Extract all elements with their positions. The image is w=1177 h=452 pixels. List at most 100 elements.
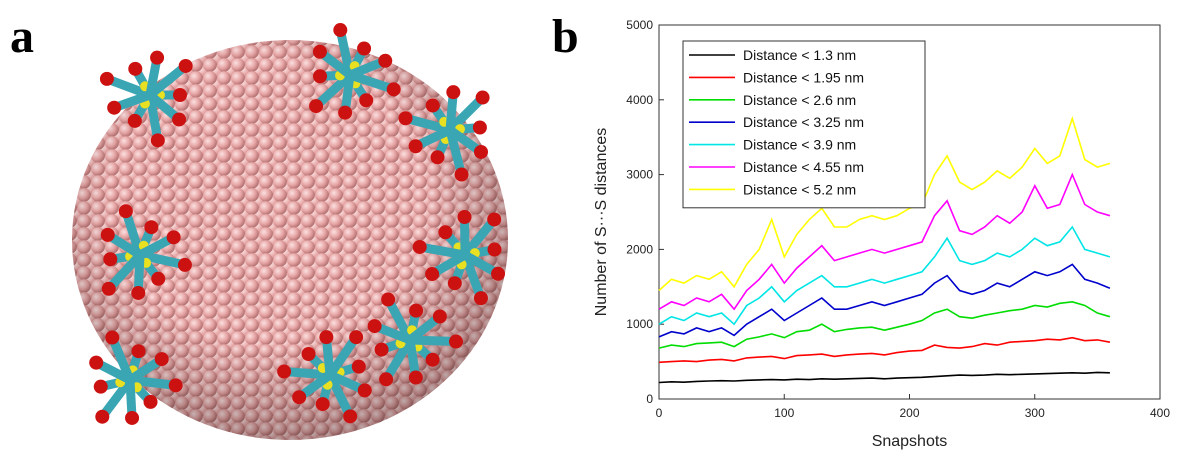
y-tick-label: 2000 [626, 242, 653, 256]
x-tick-label: 300 [1025, 406, 1045, 420]
ligand-tip [127, 113, 142, 128]
panel-label: b [552, 10, 579, 63]
ligand-tip [487, 212, 502, 227]
y-axis-label: Number of S···S distances [593, 128, 610, 317]
ligand [311, 70, 355, 111]
series-line [658, 300, 1111, 349]
ligand [445, 93, 488, 135]
ligand [335, 25, 355, 80]
ligand-tip [425, 352, 440, 367]
ligand-tip [408, 139, 423, 154]
ligand-tip [118, 204, 133, 219]
legend-label: Distance < 2.6 nm [743, 92, 856, 108]
ligand [405, 335, 461, 347]
ligand-tip [448, 334, 463, 349]
ligand-tip [357, 41, 372, 56]
ligand-tip [313, 69, 328, 84]
ligand-tip [95, 409, 110, 424]
ligand [325, 370, 355, 421]
legend-box [682, 40, 926, 209]
ligand-tip [409, 303, 424, 318]
ligand-tip [292, 390, 307, 405]
ligand-tip [319, 330, 334, 345]
legend-label: Distance < 5.2 nm [743, 181, 856, 197]
ligand-tip [432, 309, 447, 324]
ligand-tip [172, 112, 187, 127]
ligand-tip [454, 167, 469, 182]
x-axis-label: Snapshots [872, 433, 948, 450]
ligand-tip [386, 82, 401, 97]
panel-label: a [10, 10, 34, 63]
x-tick-label: 0 [656, 406, 663, 420]
ligand-tip [144, 220, 159, 235]
series-line [658, 263, 1111, 338]
ligand-tip [301, 347, 316, 362]
ligand-tip [349, 330, 364, 345]
ligand [121, 206, 145, 260]
series-line [658, 115, 1111, 292]
ligand-tip [131, 344, 146, 359]
ligand [445, 125, 467, 180]
y-tick-label: 1000 [626, 317, 653, 331]
ligand-tip [315, 397, 330, 412]
ligand-tip [128, 61, 143, 76]
legend-label: Distance < 4.55 nm [743, 159, 864, 175]
ligand [107, 333, 135, 385]
ligand [104, 250, 145, 294]
ligand-tip [398, 111, 413, 126]
ligand-tip [381, 292, 396, 307]
ligand-tip [173, 88, 187, 102]
ligand-tip [100, 227, 115, 242]
series-line [658, 225, 1111, 326]
ligand [415, 242, 470, 260]
ligand-tip [425, 267, 440, 282]
x-tick-label: 200 [899, 406, 919, 420]
ligand-tip [338, 105, 353, 120]
ligand-tip [430, 150, 445, 165]
ligand-tip [101, 281, 116, 296]
ligand-tip [131, 285, 146, 300]
y-tick-label: 3000 [626, 168, 653, 182]
ligand-tip [487, 242, 502, 257]
ligand-tip [408, 370, 423, 385]
ligand-tip [166, 230, 181, 245]
nanoparticle-image [72, 23, 508, 440]
ligand-tip [367, 319, 382, 334]
ligand-tip [473, 144, 488, 159]
ligand-tip [312, 44, 327, 59]
ligand [279, 367, 335, 380]
legend-label: Distance < 1.3 nm [743, 47, 856, 63]
ligand-tip [143, 394, 158, 409]
ligand [325, 332, 361, 380]
ligand-tip [177, 257, 192, 272]
ligand-tip [168, 378, 183, 393]
legend-label: Distance < 3.25 nm [743, 114, 864, 130]
ligand-tip [351, 359, 366, 374]
legend-label: Distance < 3.9 nm [743, 137, 856, 153]
ligand-tip [378, 53, 393, 68]
ligand-tip [151, 271, 166, 286]
ligand [145, 90, 163, 145]
ligand-tip [105, 330, 120, 345]
ligand [460, 214, 499, 260]
series-line [658, 336, 1111, 364]
y-tick-label: 0 [646, 392, 653, 406]
ligand-tip [473, 291, 488, 306]
ligand-tip [154, 352, 169, 367]
x-tick-label: 400 [1150, 406, 1170, 420]
ligand [460, 250, 486, 303]
ligand-tip [125, 410, 140, 425]
ligand-tip [333, 23, 348, 38]
ligand [145, 61, 191, 100]
ligand [102, 74, 155, 100]
ligand-tip [93, 379, 108, 394]
x-tick-label: 100 [774, 406, 794, 420]
ligand-tip [103, 252, 118, 267]
y-tick-label: 4000 [626, 93, 653, 107]
ligand-tip [446, 85, 461, 100]
ligand [125, 375, 181, 390]
ligand-tip [374, 342, 389, 357]
plot: 0 100 200 300 400010002000300040005000Snapsh… [593, 18, 1170, 450]
